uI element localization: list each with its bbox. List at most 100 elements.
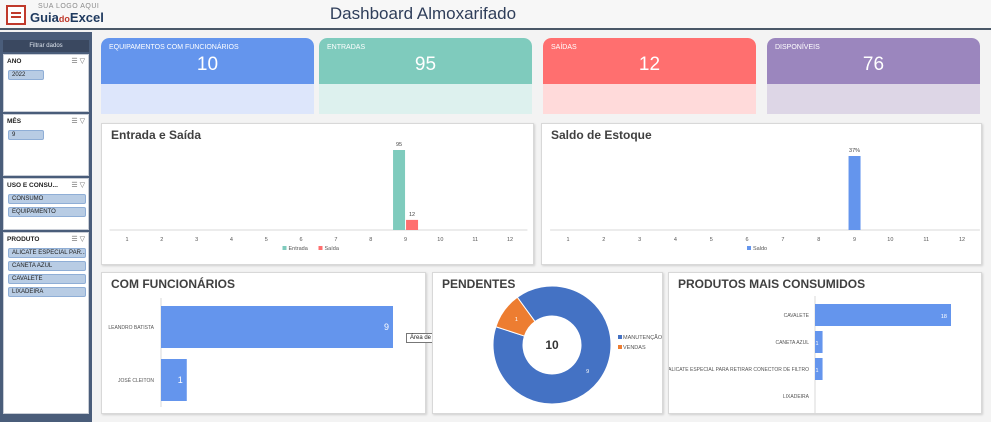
data-label: 9 [384, 322, 389, 332]
kpi-value: 12 [638, 54, 661, 75]
bar-saldo[interactable] [848, 156, 861, 230]
slice-vendas[interactable] [495, 296, 536, 337]
slicer-title: ANO [7, 58, 22, 65]
bar[interactable] [815, 304, 951, 326]
saldo-estoque-panel: Saldo de Estoque 1 2 3 4 5 6 7 8 9 10 11 12 37% Saldo [541, 123, 982, 265]
bar[interactable] [161, 359, 187, 401]
x-tick-label: 6 [746, 237, 749, 243]
logo-name: GuiadoExcel [30, 10, 104, 25]
slicer-item[interactable]: ALICATE ESPECIAL PAR... [8, 248, 86, 258]
x-tick-label: 12 [959, 237, 965, 243]
legend-label: Entrada [289, 246, 309, 252]
x-tick-label: 11 [472, 237, 478, 243]
kpi-label: ENTRADAS [327, 44, 366, 51]
x-tick-label: 7 [781, 237, 784, 243]
slicer-title: MÊS [7, 118, 22, 125]
x-tick-label: 8 [817, 237, 820, 243]
multi-select-icon[interactable]: ☰ [71, 58, 78, 65]
kpi-value: 95 [414, 54, 437, 75]
multi-select-icon[interactable]: ☰ [71, 182, 78, 189]
bar-entrada[interactable] [393, 150, 406, 230]
x-tick-label: 10 [437, 237, 443, 243]
pendentes-chart[interactable]: 9 1 10 MANUTENÇÃO VENDAS [433, 273, 664, 415]
produtos-consumidos-chart[interactable]: CAVALETE 18 CANETA AZUL 1 ALICATE ESPECIAL P… [668, 273, 983, 415]
slice-value-label: 1 [515, 317, 518, 323]
produtos-consumidos-panel: PRODUTOS MAIS CONSUMIDOS CAVALETE 18 CANET… [668, 272, 982, 414]
slicer-item[interactable]: LIXADEIRA [8, 287, 86, 297]
com-funcionarios-chart[interactable]: LEANDRO BATISTA 9 JOSÉ CLEITON 1 [102, 273, 427, 415]
category-label: LEANDRO BATISTA [108, 325, 154, 331]
kpi-label: SAÍDAS [551, 44, 577, 51]
x-tick-label: 2 [160, 237, 163, 243]
data-label: 1 [815, 341, 818, 347]
logo-tagline: SUA LOGO AQUI [38, 3, 100, 10]
bar-saída[interactable] [406, 219, 419, 230]
legend-label: Saldo [753, 246, 767, 252]
clear-filter-icon[interactable]: ▽ [79, 182, 85, 189]
slicer-4: PRODUTO ☰ ▽ ALICATE ESPECIAL PAR... CANETA … [3, 232, 89, 414]
bar[interactable] [815, 331, 823, 353]
x-tick-label: 4 [230, 237, 233, 243]
x-tick-label: 11 [923, 237, 929, 243]
data-label: 95 [396, 142, 402, 148]
legend-swatch [747, 246, 751, 250]
data-label: 1 [178, 375, 183, 385]
x-tick-label: 1 [566, 237, 569, 243]
kpi-label: DISPONÍVEIS [775, 44, 820, 51]
slicer-item[interactable]: CONSUMO [8, 194, 86, 204]
com-funcionarios-title: COM FUNCIONÁRIOS [111, 277, 235, 291]
category-label: JOSÉ CLEITON [118, 377, 154, 384]
multi-select-icon[interactable]: ☰ [71, 118, 78, 125]
x-tick-label: 5 [265, 237, 268, 243]
slicer-title: USO E CONSU... [7, 182, 58, 189]
slicer-item[interactable]: EQUIPAMENTO [8, 207, 86, 217]
produtos-consumidos-title: PRODUTOS MAIS CONSUMIDOS [678, 277, 866, 291]
clear-filter-icon[interactable]: ▽ [79, 118, 85, 125]
com-funcionarios-panel: COM FUNCIONÁRIOS LEANDRO BATISTA 9 JOSÉ CL… [101, 272, 426, 414]
legend-swatch [318, 246, 323, 250]
clear-filter-icon[interactable]: ▽ [79, 236, 85, 243]
slicer-3: USO E CONSU... ☰ ▽ CONSUMO EQUIPAMENTO [3, 178, 89, 230]
slice-manutenção[interactable] [492, 285, 612, 405]
clear-filter-icon[interactable]: ▽ [79, 58, 85, 65]
legend-swatch [618, 335, 622, 339]
header: SUA LOGO AQUI GuiadoExcel Dashboard Almo… [0, 0, 991, 30]
kpi-label: EQUIPAMENTOS COM FUNCIONÁRIOS [109, 44, 239, 51]
x-tick-label: 9 [404, 237, 407, 243]
category-label: CAVALETE [784, 313, 810, 319]
bar[interactable] [815, 358, 823, 380]
logo: SUA LOGO AQUI GuiadoExcel [4, 2, 124, 28]
slicer-item[interactable]: CANETA AZUL [8, 261, 86, 271]
slicer-1: ANO ☰ ▽ 2022 [3, 54, 89, 112]
bar[interactable] [161, 306, 393, 348]
multi-select-icon[interactable]: ☰ [71, 236, 78, 243]
slicer-item[interactable]: CAVALETE [8, 274, 86, 284]
kpi-value: 76 [862, 54, 885, 75]
kpi-value: 10 [196, 54, 219, 75]
filter-sidebar: Filtrar dados ANO ☰ ▽ 2022 MÊS ☰ ▽ 9 USO E CON… [0, 32, 92, 422]
excel-logo-icon [6, 5, 26, 25]
filter-heading: Filtrar dados [3, 40, 89, 52]
x-tick-label: 9 [853, 237, 856, 243]
donut-center-label: 10 [545, 338, 559, 352]
pendentes-panel: PENDENTES 9 1 10 MANUTENÇÃO VENDAS [432, 272, 663, 414]
x-tick-label: 3 [638, 237, 641, 243]
category-label: LIXADEIRA [783, 394, 810, 400]
entrada-saida-panel: Entrada e Saída 1 2 3 4 5 6 7 8 9 10 11 12 95 12 Entra… [101, 123, 534, 265]
legend-swatch [618, 345, 622, 349]
x-tick-label: 10 [887, 237, 893, 243]
kpi-card: ENTRADAS 95 [319, 38, 532, 114]
x-tick-label: 12 [507, 237, 513, 243]
legend-label: Saída [325, 246, 340, 252]
slicer-item[interactable]: 2022 [8, 70, 44, 80]
x-tick-label: 2 [602, 237, 605, 243]
data-label: 12 [409, 212, 415, 218]
x-tick-label: 3 [195, 237, 198, 243]
x-tick-label: 5 [710, 237, 713, 243]
pendentes-title: PENDENTES [442, 277, 516, 291]
slicer-item[interactable]: 9 [8, 130, 44, 140]
x-tick-label: 4 [674, 237, 677, 243]
slice-value-label: 9 [586, 369, 589, 375]
